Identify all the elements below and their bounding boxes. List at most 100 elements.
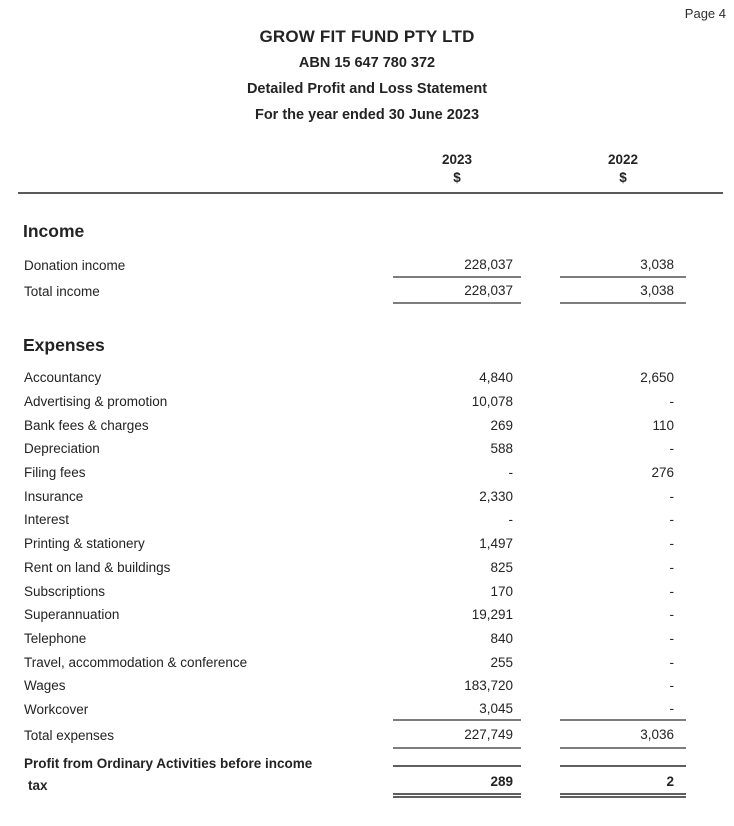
value-2023: 228,037 [393,278,521,304]
row-label: Travel, accommodation & conference [24,654,248,670]
expense-row-accountancy: Accountancy 4,840 2,650 [0,366,734,390]
profit-value-2022: 2 [560,765,686,798]
header-rule [18,192,723,194]
company-name: GROW FIT FUND PTY LTD [259,27,475,46]
value-2022: 3,036 [560,721,686,749]
column-gap [521,151,560,187]
row-gap [521,484,560,508]
profit-label-line1: Profit from Ordinary Activities before i… [24,756,313,771]
row-label: Advertising & promotion [24,394,168,410]
income-rows: Donation income 228,037 3,038 Total inco… [0,252,734,304]
row-label: Donation income [24,257,126,273]
value-2023: 2,330 [479,488,513,504]
value-2023: 19,291 [471,607,513,623]
value-2023: 10,078 [471,394,513,410]
row-gap [521,698,560,722]
row-gap [521,579,560,603]
row-gap [521,252,560,278]
value-2023: 269 [490,417,513,433]
value-2022: - [669,607,675,623]
value-2023: - [508,465,514,481]
row-gap [521,437,560,461]
row-gap [521,603,560,627]
row-gap [521,508,560,532]
document-header: GROW FIT FUND PTY LTD ABN 15 647 780 372… [0,24,734,128]
row-label: Total expenses [24,727,115,743]
expense-row-depreciation: Depreciation 588 - [0,437,734,461]
value-2023: 183,720 [464,678,513,694]
company-abn: ABN 15 647 780 372 [298,55,436,71]
row-label: Total income [24,283,100,299]
row-label: Depreciation [24,441,100,457]
row-label: Insurance [24,488,84,504]
row-gap [521,532,560,556]
value-2022: 3,038 [560,278,686,304]
profit-value-2022-cell: 2 [560,753,686,798]
column-header-2023: 2023 $ [393,151,521,187]
row-gap [521,366,560,390]
value-2023: 255 [490,654,513,670]
year-2022-label: 2022 [607,152,639,167]
row-label: Superannuation [24,607,120,623]
row-label: Telephone [24,630,87,646]
value-2022: - [669,441,675,457]
value-2023: 1,497 [479,536,513,552]
value-2023: 228,037 [393,252,521,278]
value-2023: 840 [490,630,513,646]
value-2022: - [669,559,675,575]
value-2023: 825 [490,559,513,575]
expense-row-bank-fees: Bank fees & charges 269 110 [0,413,734,437]
value-2022: - [669,678,675,694]
expense-row-interest: Interest - - [0,508,734,532]
value-2022: - [669,394,675,410]
expense-row-rent: Rent on land & buildings 825 - [0,556,734,580]
row-label: Rent on land & buildings [24,559,171,575]
value-2022: - [669,630,675,646]
profit-row: Profit from Ordinary Activities before i… [0,753,734,798]
row-gap [521,556,560,580]
year-2023-label: 2023 [441,152,473,167]
row-gap [521,650,560,674]
expense-row-telephone: Telephone 840 - [0,627,734,651]
expense-row-printing: Printing & stationery 1,497 - [0,532,734,556]
row-gap [521,674,560,698]
income-section-heading: Income [23,221,85,241]
value-2023: 3,045 [393,698,521,722]
expense-row-wages: Wages 183,720 - [0,674,734,698]
expenses-section-heading: Expenses [23,335,105,355]
statement-title: Detailed Profit and Loss Statement [246,81,488,97]
expense-row-superannuation: Superannuation 19,291 - [0,603,734,627]
row-label: Interest [24,512,70,528]
statement-period: For the year ended 30 June 2023 [254,107,480,123]
income-row-donation: Donation income 228,037 3,038 [0,252,734,278]
value-2022: - [669,536,675,552]
value-2022: 276 [651,465,674,481]
currency-2023-label: $ [453,170,461,185]
row-label: Workcover [24,701,89,717]
column-header-spacer [0,151,393,187]
profit-value-2023: 289 [393,765,521,798]
row-label: Bank fees & charges [24,417,149,433]
value-2023: - [508,512,514,528]
row-gap [521,461,560,485]
currency-2022-label: $ [619,170,627,185]
row-label: Wages [24,678,66,694]
profit-value-2023-cell: 289 [393,753,521,798]
value-2022: 110 [652,417,674,433]
row-label: Filing fees [24,465,86,481]
expense-row-advertising: Advertising & promotion 10,078 - [0,390,734,414]
row-label: Subscriptions [24,583,106,599]
row-gap [521,278,560,304]
page-number: Page 4 [684,6,726,21]
total-expenses-row: Total expenses 227,749 3,036 [0,721,734,749]
row-gap [521,627,560,651]
profit-label: Profit from Ordinary Activities before i… [0,753,393,797]
value-2022: - [669,512,675,528]
expense-row-travel: Travel, accommodation & conference 255 - [0,650,734,674]
value-2022: 2,650 [640,370,674,386]
row-label: Accountancy [24,370,102,386]
expenses-rows: Accountancy 4,840 2,650 Advertising & pr… [0,366,734,722]
value-2022: - [669,654,675,670]
value-2023: 588 [490,441,513,457]
